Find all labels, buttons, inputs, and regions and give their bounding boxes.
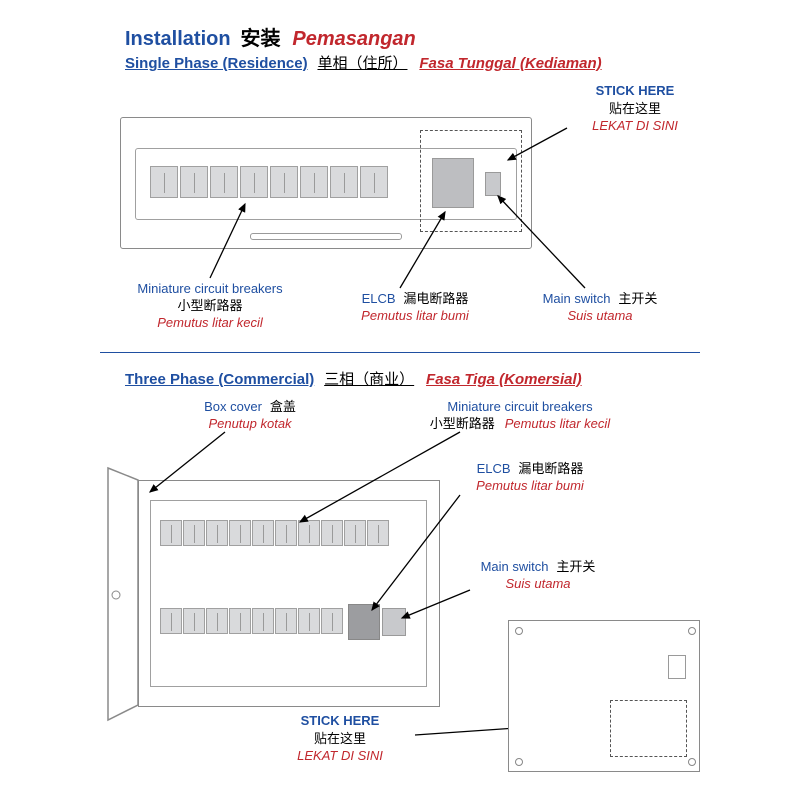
box-cover-label: Box cover 盒盖 Penutup kotak <box>175 398 325 432</box>
sticker-area-single <box>420 130 522 232</box>
three-phase-heading: Three Phase (Commercial) 三相（商业） Fasa Tig… <box>125 368 582 389</box>
page-title: Installation 安装 Pemasangan <box>125 22 416 51</box>
panel-slit <box>250 233 402 240</box>
installation-diagram: Installation 安装 Pemasangan Single Phase … <box>0 0 800 800</box>
main-switch-label-single: Main switch 主开关 Suis utama <box>520 290 680 324</box>
elcb-block-three <box>348 604 380 640</box>
single-phase-breakers <box>150 166 390 201</box>
sticker-tab <box>668 655 686 679</box>
stick-here-label-top: STICK HERE 贴在这里 LEKAT DI SINI <box>560 82 710 135</box>
three-phase-breakers-row1 <box>160 520 390 549</box>
stick-here-label-bottom: STICK HERE 贴在这里 LEKAT DI SINI <box>260 712 420 765</box>
three-phase-breakers-row2 <box>160 608 344 637</box>
section-divider <box>100 352 700 353</box>
main-switch-label-three: Main switch 主开关 Suis utama <box>438 558 638 592</box>
mcb-label-single: Miniature circuit breakers 小型断路器 Pemutus… <box>110 280 310 330</box>
mcb-label-three: Miniature circuit breakers 小型断路器 Pemutus… <box>370 398 670 432</box>
sticker-area-bottom <box>610 700 687 757</box>
elcb-label-three: ELCB 漏电断路器 Pemutus litar bumi <box>430 460 630 494</box>
single-phase-heading: Single Phase (Residence) 单相（住所） Fasa Tun… <box>125 52 602 73</box>
elcb-label-single: ELCB 漏电断路器 Pemutus litar bumi <box>330 290 500 324</box>
main-switch-three <box>382 608 406 636</box>
